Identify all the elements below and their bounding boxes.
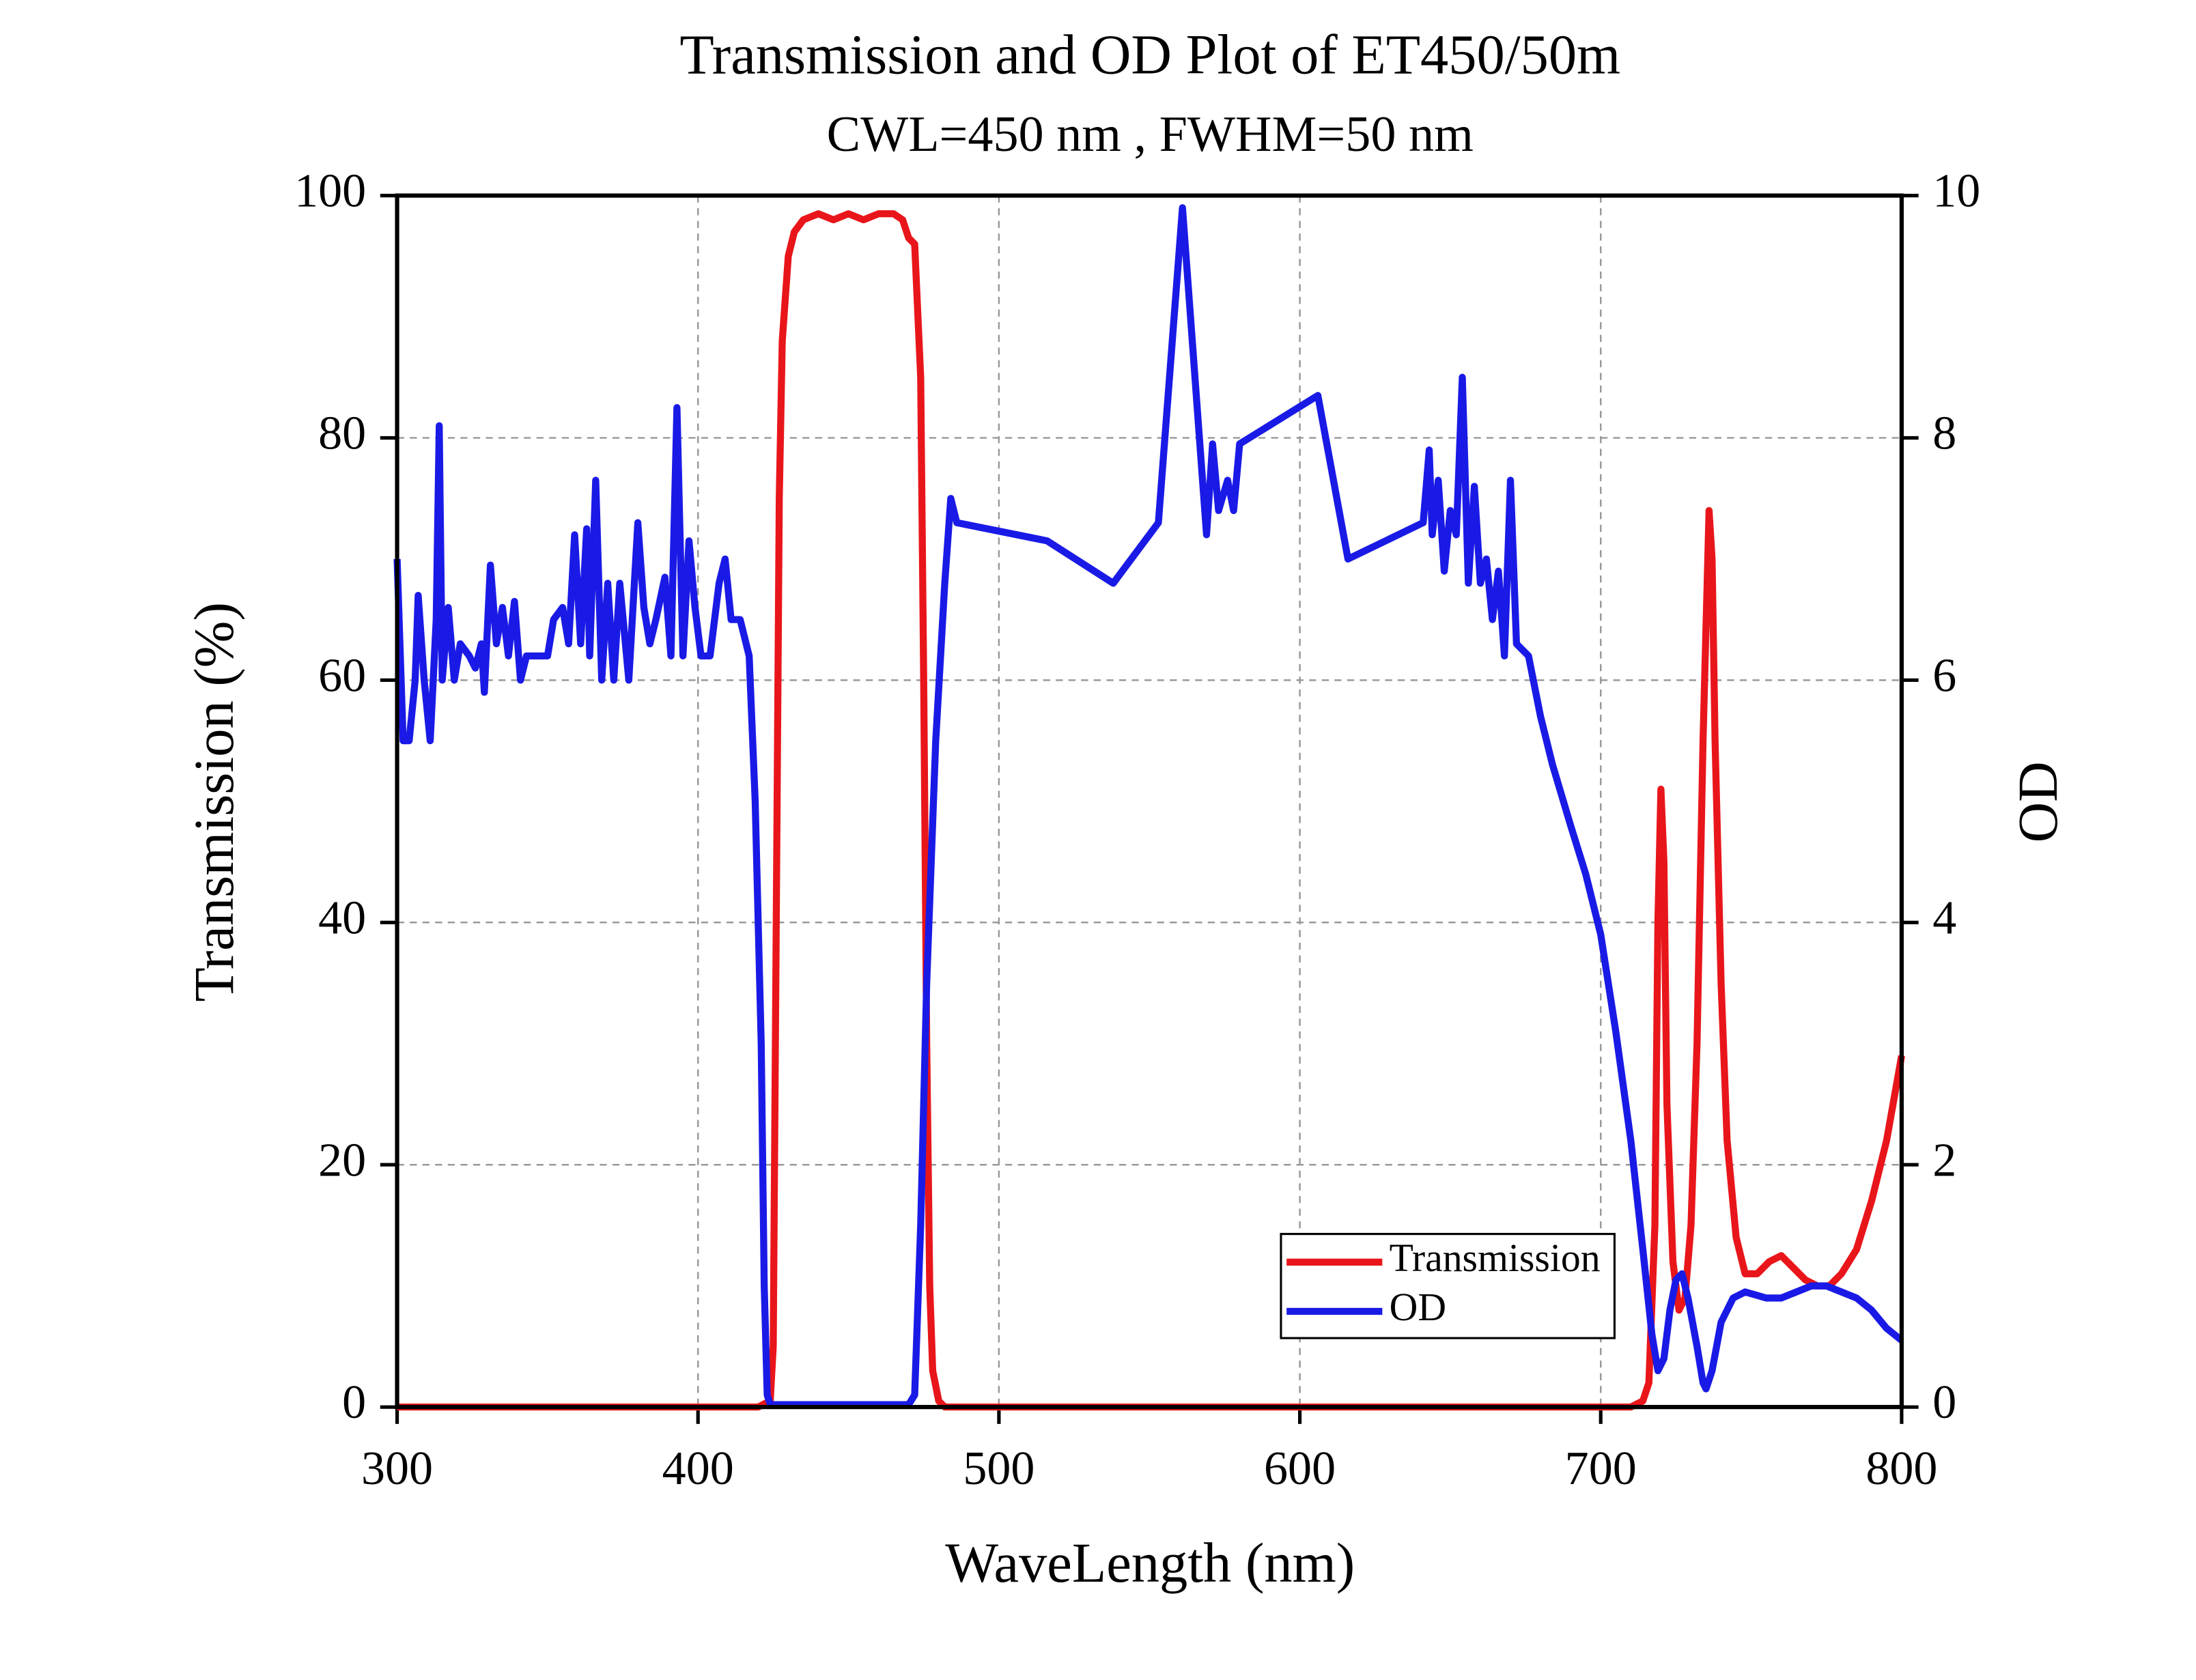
legend-label: Transmission (1390, 1237, 1601, 1280)
plot-frame (395, 193, 1904, 1410)
y-axis-label: Transmission (%) (183, 602, 245, 1002)
x-tick-label: 300 (361, 1442, 433, 1495)
series-line (393, 204, 1904, 1408)
x-tick-label: 800 (1866, 1442, 1937, 1495)
legend-box (1280, 1233, 1616, 1339)
y2-tick-label: 4 (1932, 892, 1956, 944)
chart-subtitle: CWL=450 nm , FWHM=50 nm (827, 106, 1474, 162)
y2-tick-label: 2 (1932, 1134, 1956, 1186)
y-tick-label: 20 (318, 1134, 366, 1186)
y-tick-label: 0 (342, 1376, 366, 1429)
y-tick-label: 60 (318, 649, 366, 702)
y-tick-label: 100 (294, 165, 366, 218)
x-tick-label: 700 (1565, 1442, 1637, 1495)
legend-label: OD (1390, 1286, 1446, 1329)
x-tick-label: 400 (662, 1442, 734, 1495)
y2-axis-label: OD (2007, 761, 2069, 842)
chart-title: Transmission and OD Plot of ET450/50m (679, 24, 1620, 86)
y2-tick-label: 10 (1932, 165, 1980, 218)
x-tick-label: 600 (1264, 1442, 1336, 1495)
y-tick-label: 40 (318, 892, 366, 944)
x-tick-label: 500 (963, 1442, 1034, 1495)
x-axis-label: WaveLength (nm) (945, 1532, 1355, 1594)
y2-tick-label: 0 (1932, 1376, 1956, 1429)
y2-tick-label: 6 (1932, 649, 1956, 702)
y-tick-label: 80 (318, 408, 366, 460)
y2-tick-label: 8 (1932, 408, 1956, 460)
